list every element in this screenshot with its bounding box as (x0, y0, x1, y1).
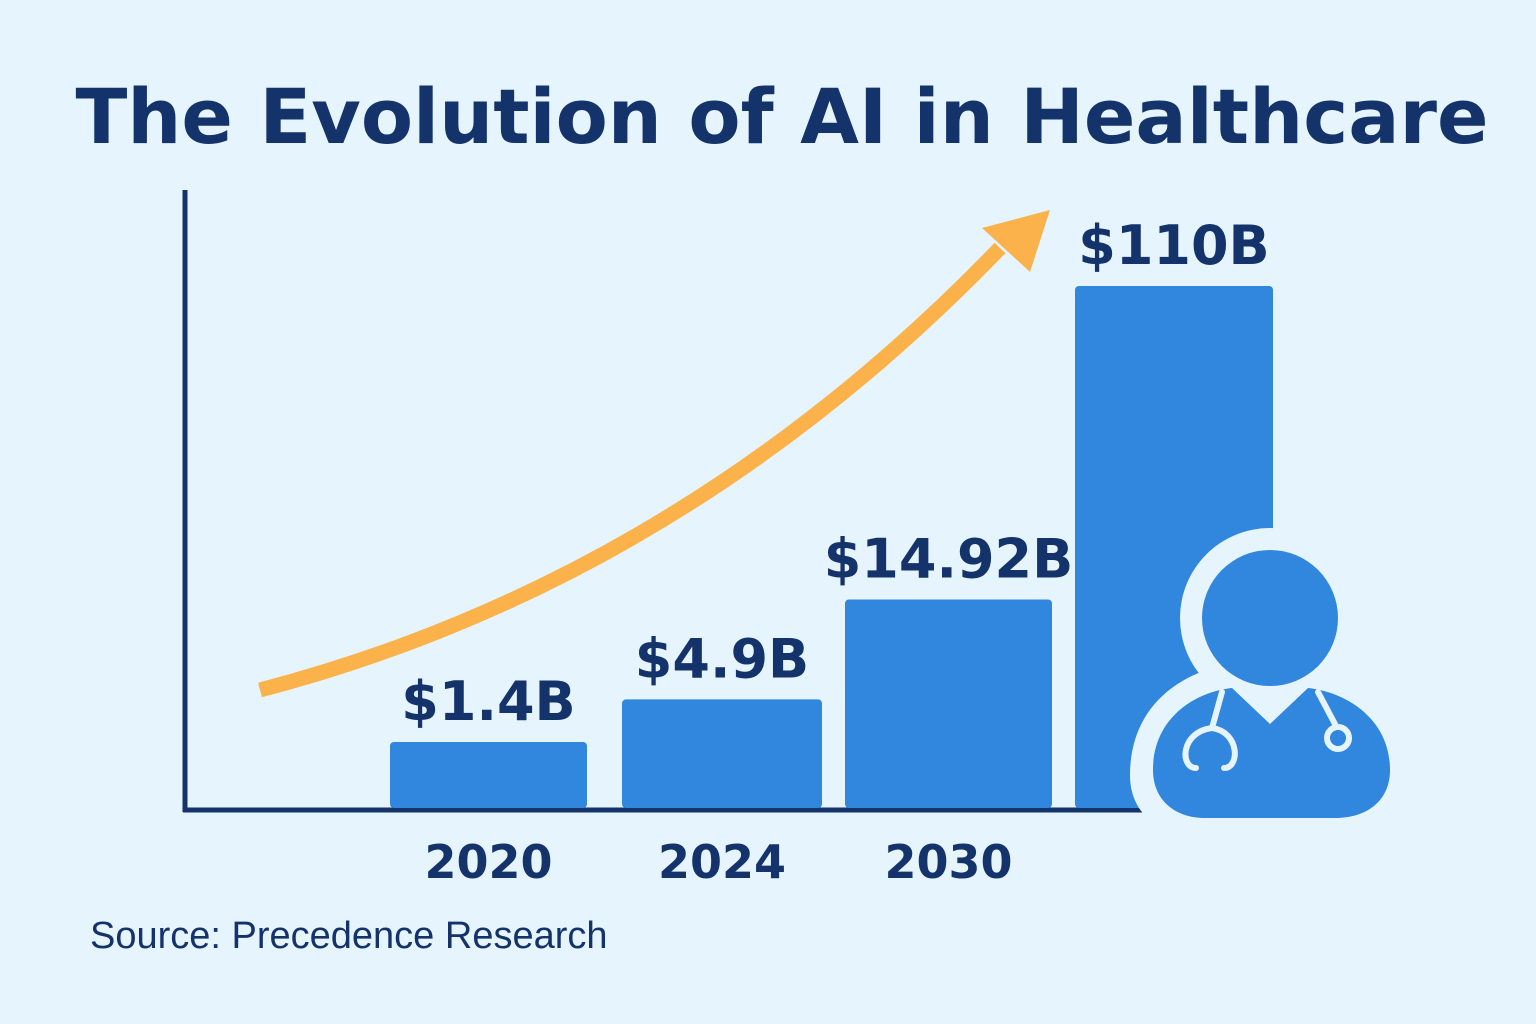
bar-2030 (845, 599, 1052, 808)
x-tick-2020: 2020 (424, 835, 552, 889)
x-tick-2030: 2030 (884, 835, 1012, 889)
x-tick-2024: 2024 (658, 835, 786, 889)
value-label-2030: $14.92B (824, 527, 1074, 590)
value-labels-group: $1.4B $4.9B$14.92B $110B (401, 214, 1269, 733)
bar-2020 (390, 742, 587, 808)
trend-arrow-icon (258, 210, 1050, 698)
value-label-2020: $1.4B (401, 670, 575, 733)
x-tick-labels-group: 2020 2024 2030 (424, 835, 1012, 889)
source-note: Source: Precedence Research (90, 915, 608, 957)
doctor-icon (1130, 528, 1410, 835)
value-label-2024: $4.9B (635, 627, 809, 690)
value-label-projected: $110B (1078, 214, 1269, 277)
chart-title: The Evolution of AI in Healthcare (75, 72, 1488, 161)
bar-2024 (622, 699, 822, 808)
